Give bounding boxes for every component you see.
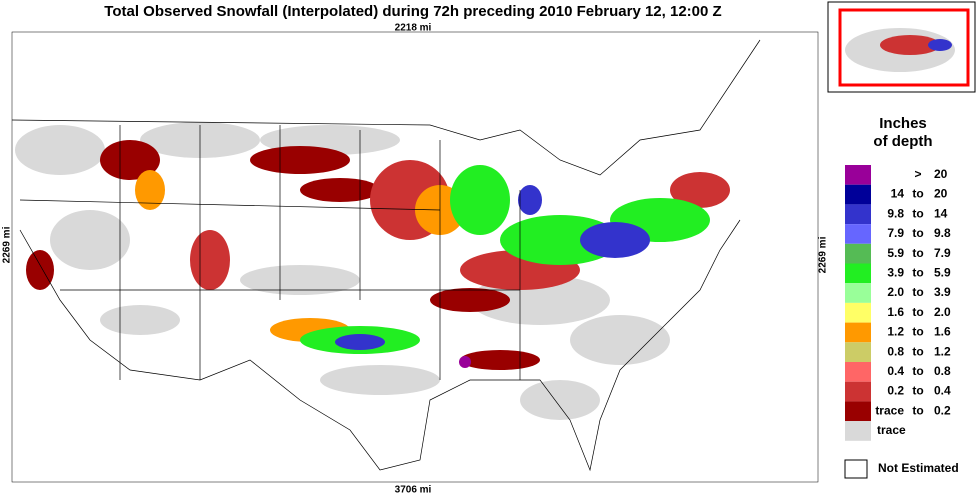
legend-swatch xyxy=(845,263,871,284)
legend-label: to xyxy=(912,344,923,358)
legend-label: 2.0 xyxy=(887,285,904,299)
inset-map xyxy=(827,1,976,93)
legend-label: 0.4 xyxy=(934,384,951,398)
legend-label: 9.8 xyxy=(934,226,951,240)
snow-blue xyxy=(335,185,650,350)
legend-swatch xyxy=(845,322,871,343)
legend-swatch xyxy=(845,184,871,205)
legend-label: 20 xyxy=(934,167,948,181)
legend-label: 3.9 xyxy=(887,266,904,280)
legend-label: > xyxy=(914,167,921,181)
legend-label: to xyxy=(912,266,923,280)
legend-label: 0.2 xyxy=(887,384,904,398)
legend-label: 20 xyxy=(934,187,948,201)
legend-label: 1.6 xyxy=(934,325,951,339)
map xyxy=(11,31,819,483)
legend-label: to xyxy=(912,246,923,260)
legend-swatch xyxy=(845,204,871,225)
legend-label: 1.2 xyxy=(934,344,951,358)
boundaries xyxy=(11,39,761,472)
legend-swatch xyxy=(845,283,871,303)
not-estimated-label: Not Estimated xyxy=(878,461,959,475)
legend-label: 14 xyxy=(891,187,905,201)
legend-label: to xyxy=(912,364,923,378)
legend-label: 5.9 xyxy=(934,266,951,280)
legend-swatch xyxy=(845,302,871,323)
legend-label: to xyxy=(912,384,923,398)
legend-label: to xyxy=(912,187,923,201)
legend-swatch xyxy=(845,342,871,362)
legend-label: 14 xyxy=(934,206,948,220)
legend-label: 0.4 xyxy=(887,364,904,378)
snow-purple xyxy=(459,356,471,368)
legend-label: to xyxy=(912,325,923,339)
left-distance: 2269 mi xyxy=(2,226,13,263)
legend-label: 0.8 xyxy=(887,344,904,358)
legend-title: of depth xyxy=(873,133,932,150)
legend-label: 9.8 xyxy=(887,206,904,220)
legend-label: to xyxy=(912,305,923,319)
legend-swatch xyxy=(845,165,871,185)
legend-swatch xyxy=(845,421,871,441)
legend-label: 7.9 xyxy=(887,226,904,240)
not-estimated-swatch xyxy=(844,459,868,479)
legend-label: trace xyxy=(877,423,906,437)
legend-label: to xyxy=(912,285,923,299)
legend-label: trace xyxy=(875,403,904,417)
bottom-distance: 3706 mi xyxy=(395,485,432,496)
legend-label: 0.2 xyxy=(934,403,951,417)
legend-title: Inches xyxy=(879,115,927,132)
legend-label: 2.0 xyxy=(934,305,951,319)
legend-label: 1.6 xyxy=(887,305,904,319)
legend-swatch xyxy=(845,224,871,244)
legend-swatch xyxy=(845,362,871,382)
legend-label: 0.8 xyxy=(934,364,951,378)
legend-label: to xyxy=(912,403,923,417)
legend-label: 1.2 xyxy=(887,325,904,339)
legend-swatch xyxy=(845,401,871,422)
top-distance: 2218 mi xyxy=(395,23,432,34)
right-distance: 2269 mi xyxy=(818,236,829,273)
title: Total Observed Snowfall (Interpolated) d… xyxy=(104,3,721,20)
legend-swatch xyxy=(845,243,871,264)
legend-swatch xyxy=(845,381,871,402)
legend-label: 5.9 xyxy=(887,246,904,260)
legend-label: to xyxy=(912,206,923,220)
legend-label: 7.9 xyxy=(934,246,951,260)
legend-label: 3.9 xyxy=(934,285,951,299)
legend-label: to xyxy=(912,226,923,240)
